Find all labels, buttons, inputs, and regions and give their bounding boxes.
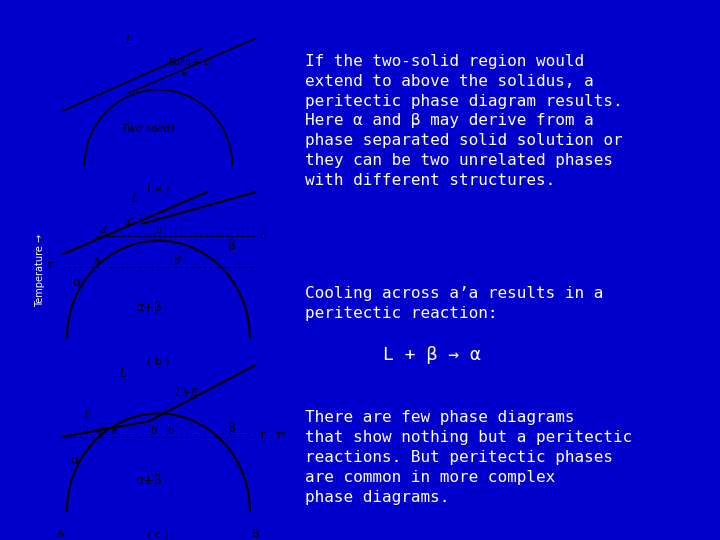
Text: a': a' [99, 225, 108, 235]
Text: b: b [156, 225, 161, 235]
Text: L: L [126, 35, 132, 48]
Text: β: β [228, 422, 236, 435]
Text: T = T'': T = T'' [259, 433, 287, 442]
Text: L: L [132, 192, 138, 205]
Text: α: α [71, 454, 79, 467]
Text: a': a' [96, 426, 104, 436]
Text: L+β: L+β [176, 388, 199, 399]
Text: l': l' [84, 410, 89, 420]
Text: b: b [167, 426, 174, 436]
Text: L + β → α: L + β → α [383, 346, 481, 363]
Text: α+β: α+β [135, 474, 162, 487]
Text: There are few phase diagrams
that show nothing but a peritectic
reactions. But p: There are few phase diagrams that show n… [305, 410, 633, 504]
Text: ( b ): ( b ) [147, 356, 170, 367]
Text: a: a [93, 256, 99, 266]
Text: ( a ): ( a ) [147, 183, 170, 192]
Text: r': r' [259, 231, 266, 241]
Text: If the two-solid region would
extend to above the solidus, a
peritectic phase di: If the two-solid region would extend to … [305, 54, 623, 188]
Text: Solid + $\mathcal{L}$: Solid + $\mathcal{L}$ [168, 56, 211, 76]
Text: a: a [111, 426, 117, 436]
Text: A: A [58, 529, 65, 539]
Text: L: L [120, 367, 127, 381]
Text: b': b' [150, 426, 159, 436]
Text: Two solids: Two solids [122, 124, 175, 134]
Text: Temperature →: Temperature → [35, 233, 45, 307]
Text: l: l [85, 426, 88, 436]
Text: a'': a'' [124, 217, 135, 227]
Text: T: T [45, 262, 52, 272]
Text: b': b' [174, 256, 182, 266]
Text: α+β: α+β [135, 301, 162, 314]
Text: Cooling across a’a results in a
peritectic reaction:: Cooling across a’a results in a peritect… [305, 286, 603, 321]
Text: α: α [73, 276, 81, 289]
Text: B: B [252, 529, 259, 539]
Text: β: β [228, 239, 236, 252]
Text: ( c ): ( c ) [148, 529, 169, 539]
